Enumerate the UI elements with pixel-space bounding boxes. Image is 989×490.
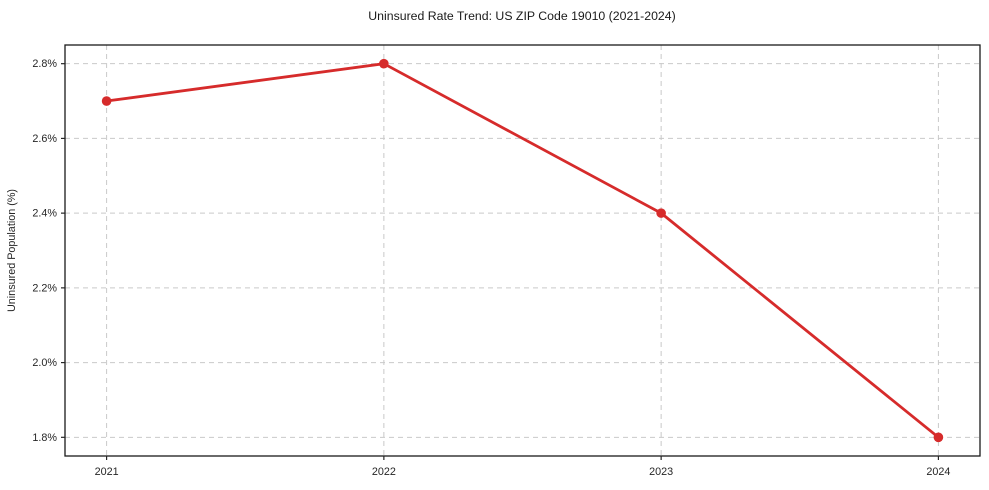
chart-title: Uninsured Rate Trend: US ZIP Code 19010 … — [368, 9, 675, 23]
y-axis-label: Uninsured Population (%) — [6, 189, 18, 312]
data-point — [933, 432, 944, 443]
y-tick-label: 2.4% — [32, 208, 57, 220]
axes-layer: 2021 2022 2023 2024 1.8% 2.0% 2.2% 2.4% 2.6% 2.8% — [32, 44, 981, 478]
x-tick-label: 2024 — [926, 466, 950, 478]
y-tick-label: 1.8% — [32, 432, 57, 444]
y-tick-label: 2.0% — [32, 357, 57, 369]
x-tick-label: 2021 — [95, 466, 119, 478]
trend-line — [105, 62, 940, 439]
y-tick-label: 2.6% — [32, 133, 57, 145]
x-tick-label: 2022 — [372, 466, 396, 478]
series-layer — [101, 58, 944, 443]
data-point — [656, 208, 666, 218]
data-point — [379, 58, 389, 69]
y-tick-label: 2.2% — [32, 282, 57, 294]
data-point — [101, 96, 112, 106]
x-tick-label: 2023 — [649, 466, 673, 478]
grid-layer — [65, 45, 980, 456]
plot-border — [64, 44, 981, 457]
y-tick-label: 2.8% — [32, 58, 57, 70]
